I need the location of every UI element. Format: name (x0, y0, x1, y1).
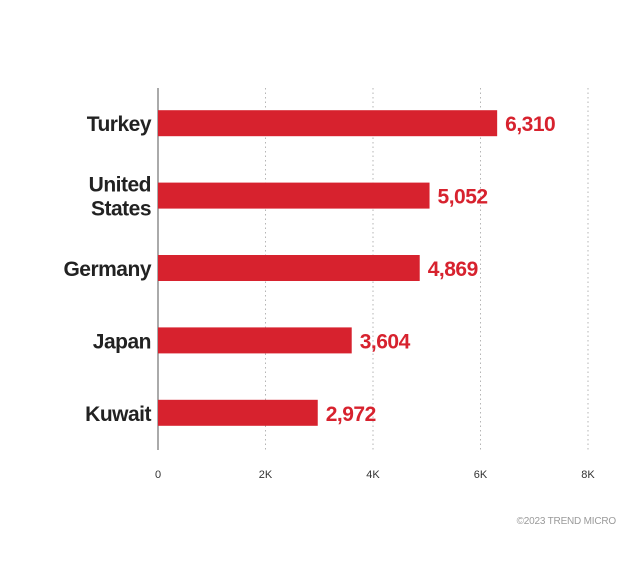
value-label: 4,869 (428, 258, 478, 281)
x-tick-label: 0 (155, 469, 161, 481)
bar-united-states (158, 182, 430, 209)
category-label-line: United (89, 174, 151, 197)
category-label: Turkey (87, 113, 152, 136)
bar-japan (158, 327, 352, 354)
value-label: 2,972 (326, 403, 376, 426)
x-tick-label: 4K (366, 469, 380, 481)
value-label: 3,604 (360, 330, 411, 353)
category-label: Kuwait (85, 403, 151, 426)
labels: 6,310 Turkey 5,052 United States 4,869 Germany… (63, 113, 555, 426)
x-tick-label: 6K (474, 469, 488, 481)
bar-kuwait (158, 399, 318, 426)
category-label-line: Germany (63, 258, 151, 281)
bars (158, 110, 498, 426)
category-label-line: Japan (93, 330, 151, 353)
copyright-text: ©2023 TREND MICRO (516, 516, 617, 527)
category-label-line: Turkey (87, 113, 152, 136)
category-label: Japan (93, 330, 151, 353)
value-label: 6,310 (505, 113, 555, 136)
x-tick-label: 8K (581, 469, 595, 481)
bar-turkey (158, 110, 498, 137)
value-label: 5,052 (438, 186, 488, 209)
category-label: United States (89, 174, 151, 221)
category-label-line: States (91, 198, 151, 221)
category-label: Germany (63, 258, 151, 281)
x-tick-label: 2K (259, 469, 273, 481)
x-tick-labels: 0 2K 4K 6K 8K (155, 469, 595, 481)
category-label-line: Kuwait (85, 403, 151, 426)
bar-germany (158, 255, 420, 281)
